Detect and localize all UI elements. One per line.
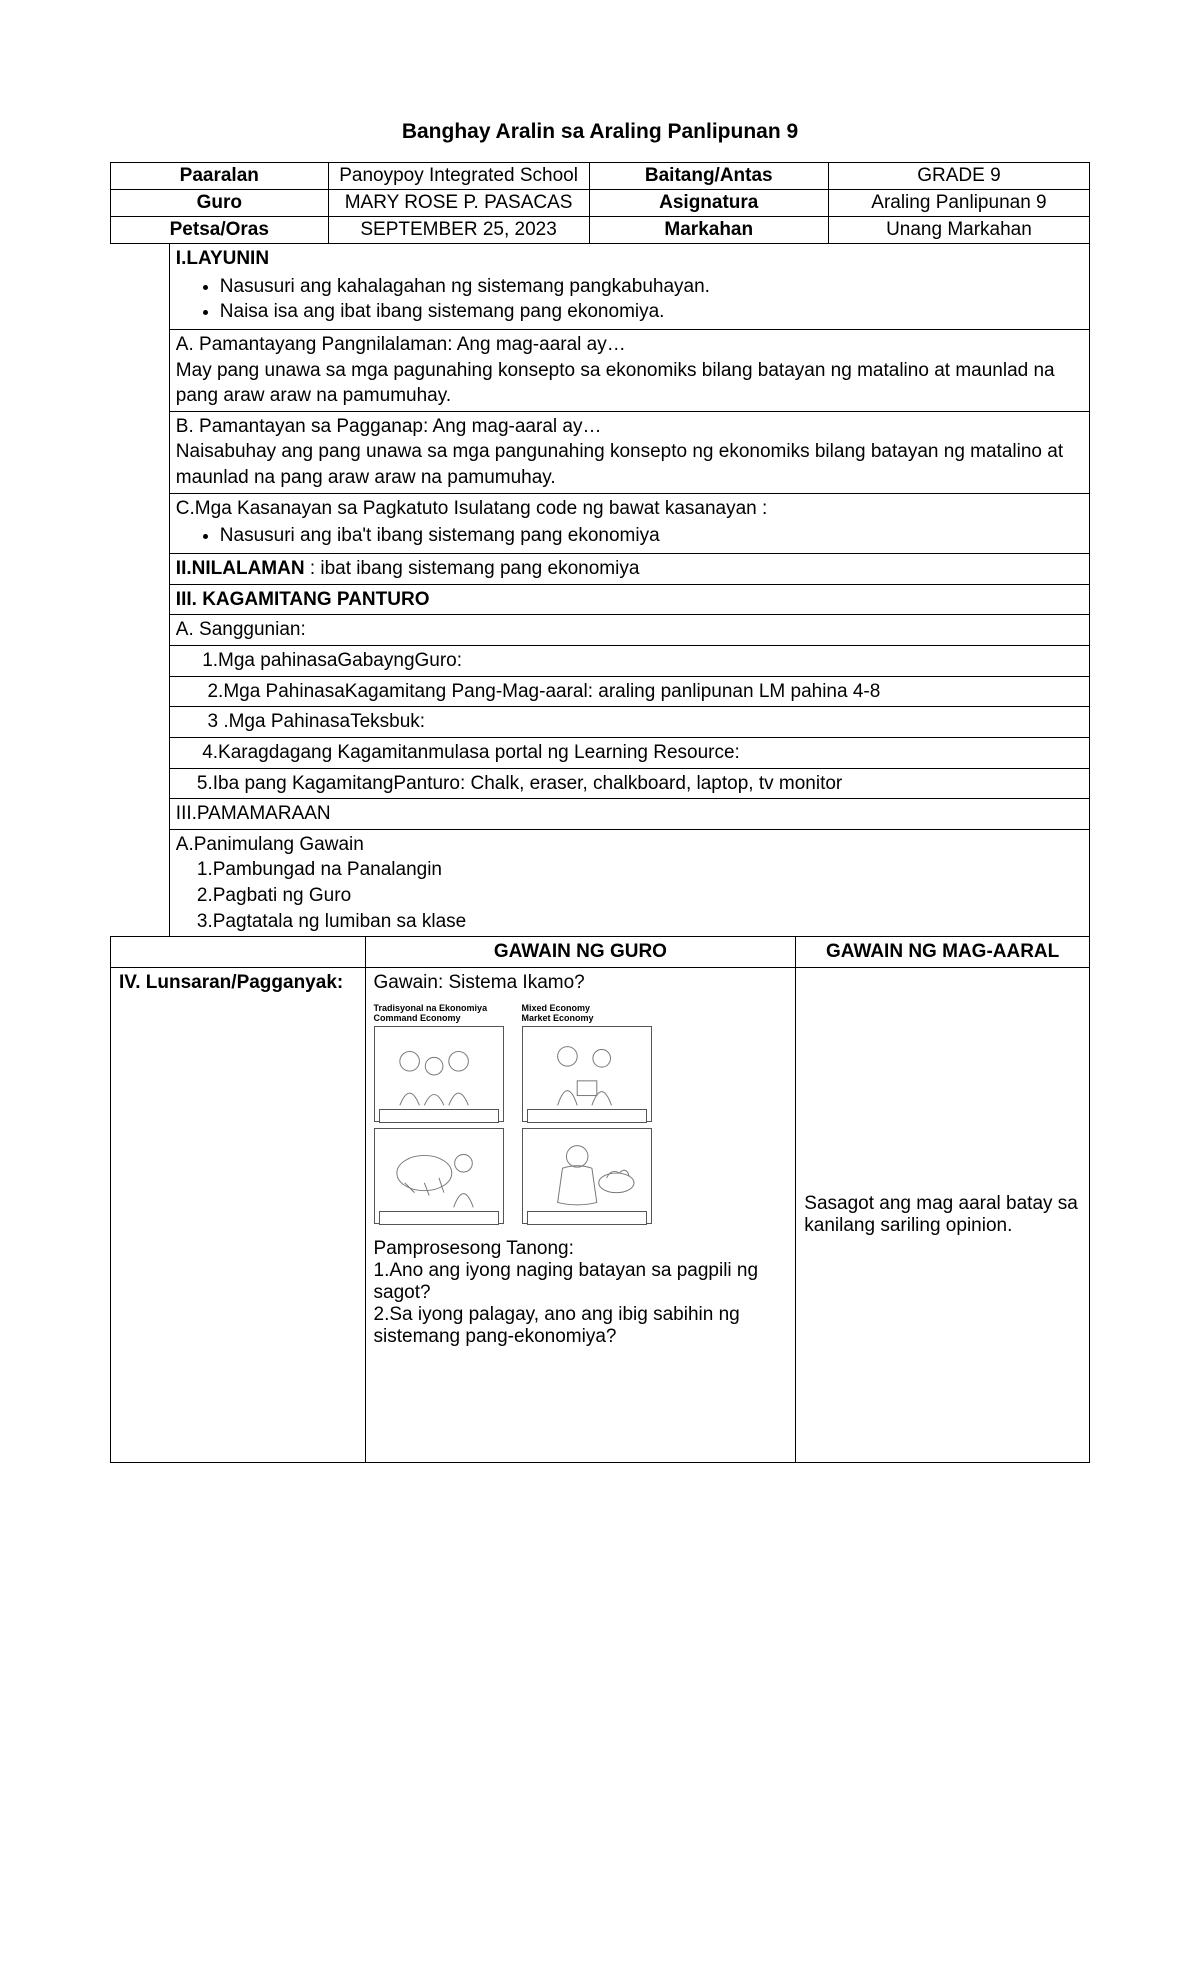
gawain-title: Gawain: Sistema Ikamo? xyxy=(374,972,788,994)
label-asignatura: Asignatura xyxy=(589,190,828,217)
panimulang-head: A.Panimulang Gawain xyxy=(176,832,1083,858)
spacer xyxy=(374,1348,788,1458)
layunin-head: I.LAYUNIN xyxy=(176,248,269,269)
table-row: Guro MARY ROSE P. PASACAS Asignatura Ara… xyxy=(111,190,1090,217)
image-frame xyxy=(522,1128,652,1224)
section-kasanayan: C.Mga Kasanayan sa Pagkatuto Isulatang c… xyxy=(169,493,1089,553)
kasanayan-bullets: Nasusuri ang iba't ibang sistemang pang … xyxy=(220,523,1083,549)
value-asignatura: Araling Panlipunan 9 xyxy=(828,190,1089,217)
image-box-tr: Mixed Economy Market Economy xyxy=(522,1004,652,1122)
image-label-bar xyxy=(527,1211,647,1225)
section-nilalaman: II.NILALAMAN : ibat ibang sistemang pang… xyxy=(169,554,1089,585)
placeholder-illustration-icon xyxy=(523,1129,651,1223)
student-response: Sasagot ang mag aaral batay sa kanilang … xyxy=(804,1193,1081,1237)
kasanayan-head: C.Mga Kasanayan sa Pagkatuto Isulatang c… xyxy=(176,496,1083,522)
panimulang-item-1: 1.Pambungad na Panalangin xyxy=(176,857,1083,883)
image-label-bar xyxy=(379,1109,499,1123)
pamantayang-b-head: B. Pamantayan sa Pagganap: Ang mag-aaral… xyxy=(176,414,1083,440)
image-frame xyxy=(522,1026,652,1122)
pamantayang-b-body: Naisabuhay ang pang unawa sa mga panguna… xyxy=(176,439,1083,490)
section-layunin: I.LAYUNIN Nasusuri ang kahalagahan ng si… xyxy=(169,244,1089,329)
value-guro: MARY ROSE P. PASACAS xyxy=(328,190,589,217)
nilalaman-label: II.NILALAMAN xyxy=(176,558,305,579)
placeholder-illustration-icon xyxy=(375,1129,503,1223)
section-kagamitan-head: III. KAGAMITANG PANTURO xyxy=(169,584,1089,615)
activity-guro-cell: Gawain: Sistema Ikamo? Tradisyonal na Ek… xyxy=(365,968,796,1463)
pamantayang-a-body: May pang unawa sa mga pagunahing konsept… xyxy=(176,358,1083,409)
panimulang-item-3: 3.Pagtatala ng lumiban sa klase xyxy=(176,909,1083,935)
activity-col-aaral: GAWAIN NG MAG-AARAL xyxy=(796,937,1090,968)
sang-item-4: 4.Karagdagang Kagamitanmulasa portal ng … xyxy=(169,737,1089,768)
image-label-bar xyxy=(379,1211,499,1225)
value-markahan: Unang Markahan xyxy=(828,217,1089,244)
label-petsa: Petsa/Oras xyxy=(111,217,329,244)
image-row-bottom xyxy=(374,1128,788,1224)
table-row: GAWAIN NG GURO GAWAIN NG MAG-AARAL xyxy=(111,937,1090,968)
image-frame xyxy=(374,1128,504,1224)
question-2: 2.Sa iyong palagay, ano ang ibig sabihin… xyxy=(374,1304,788,1348)
table-row: Petsa/Oras SEPTEMBER 25, 2023 Markahan U… xyxy=(111,217,1090,244)
sang-item-5: 5.Iba pang KagamitangPanturo: Chalk, era… xyxy=(169,768,1089,799)
image-frame xyxy=(374,1026,504,1122)
activity-row-label: IV. Lunsaran/Pagganyak: xyxy=(111,968,366,1463)
value-paaralan: Panoypoy Integrated School xyxy=(328,163,589,190)
image-row-top: Tradisyonal na Ekonomiya Command Economy xyxy=(374,1004,788,1122)
list-item: Naisa isa ang ibat ibang sistemang pang … xyxy=(220,299,1083,325)
sang-item-1: 1.Mga pahinasaGabayngGuro: xyxy=(169,645,1089,676)
list-item: Nasusuri ang kahalagahan ng sistemang pa… xyxy=(220,274,1083,300)
placeholder-illustration-icon xyxy=(375,1027,503,1121)
label-baitang: Baitang/Antas xyxy=(589,163,828,190)
placeholder-illustration-icon xyxy=(523,1027,651,1121)
section-pamantayang-a: A. Pamantayang Pangnilalaman: Ang mag-aa… xyxy=(169,329,1089,411)
pamantayang-a-head: A. Pamantayang Pangnilalaman: Ang mag-aa… xyxy=(176,332,1083,358)
lesson-plan-page: Banghay Aralin sa Araling Panlipunan 9 P… xyxy=(0,0,1200,1663)
image-grid: Tradisyonal na Ekonomiya Command Economy xyxy=(374,1004,788,1224)
image-box-br xyxy=(522,1128,652,1224)
table-row: Paaralan Panoypoy Integrated School Bait… xyxy=(111,163,1090,190)
label-paaralan: Paaralan xyxy=(111,163,329,190)
image-box-bl xyxy=(374,1128,504,1224)
section-pamantayang-b: B. Pamantayan sa Pagganap: Ang mag-aaral… xyxy=(169,411,1089,493)
image-box-tl: Tradisyonal na Ekonomiya Command Economy xyxy=(374,1004,504,1122)
section-panimulang: A.Panimulang Gawain 1.Pambungad na Panal… xyxy=(169,829,1089,937)
activity-table: GAWAIN NG GURO GAWAIN NG MAG-AARAL IV. L… xyxy=(110,936,1090,1463)
activity-col-guro: GAWAIN NG GURO xyxy=(365,937,796,968)
activity-aaral-cell: Sasagot ang mag aaral batay sa kanilang … xyxy=(796,968,1090,1463)
question-1: 1.Ano ang iyong naging batayan sa pagpil… xyxy=(374,1260,788,1304)
table-row: IV. Lunsaran/Pagganyak: Gawain: Sistema … xyxy=(111,968,1090,1463)
image-label-bar xyxy=(527,1109,647,1123)
sang-item-2: 2.Mga PahinasaKagamitang Pang-Mag-aaral:… xyxy=(169,676,1089,707)
header-info-table: Paaralan Panoypoy Integrated School Bait… xyxy=(110,162,1090,244)
pamproseso-head: Pamprosesong Tanong: xyxy=(374,1238,788,1260)
activity-col-blank xyxy=(111,937,366,968)
page-title: Banghay Aralin sa Araling Panlipunan 9 xyxy=(110,120,1090,144)
row-label-text: IV. Lunsaran/Pagganyak: xyxy=(119,972,343,993)
panimulang-item-2: 2.Pagbati ng Guro xyxy=(176,883,1083,909)
label-guro: Guro xyxy=(111,190,329,217)
label-markahan: Markahan xyxy=(589,217,828,244)
sanggunian-head: A. Sanggunian: xyxy=(169,615,1089,646)
list-item: Nasusuri ang iba't ibang sistemang pang … xyxy=(220,523,1083,549)
layunin-bullets: Nasusuri ang kahalagahan ng sistemang pa… xyxy=(220,274,1083,325)
sang-item-3: 3 .Mga PahinasaTeksbuk: xyxy=(169,707,1089,738)
body-sections-table: I.LAYUNIN Nasusuri ang kahalagahan ng si… xyxy=(169,244,1090,937)
caption-tr: Mixed Economy Market Economy xyxy=(522,1004,652,1024)
caption-tl: Tradisyonal na Ekonomiya Command Economy xyxy=(374,1004,504,1024)
nilalaman-text: : ibat ibang sistemang pang ekonomiya xyxy=(305,558,640,579)
value-petsa: SEPTEMBER 25, 2023 xyxy=(328,217,589,244)
value-baitang: GRADE 9 xyxy=(828,163,1089,190)
section-pamamaraan: III.PAMAMARAAN xyxy=(169,799,1089,830)
